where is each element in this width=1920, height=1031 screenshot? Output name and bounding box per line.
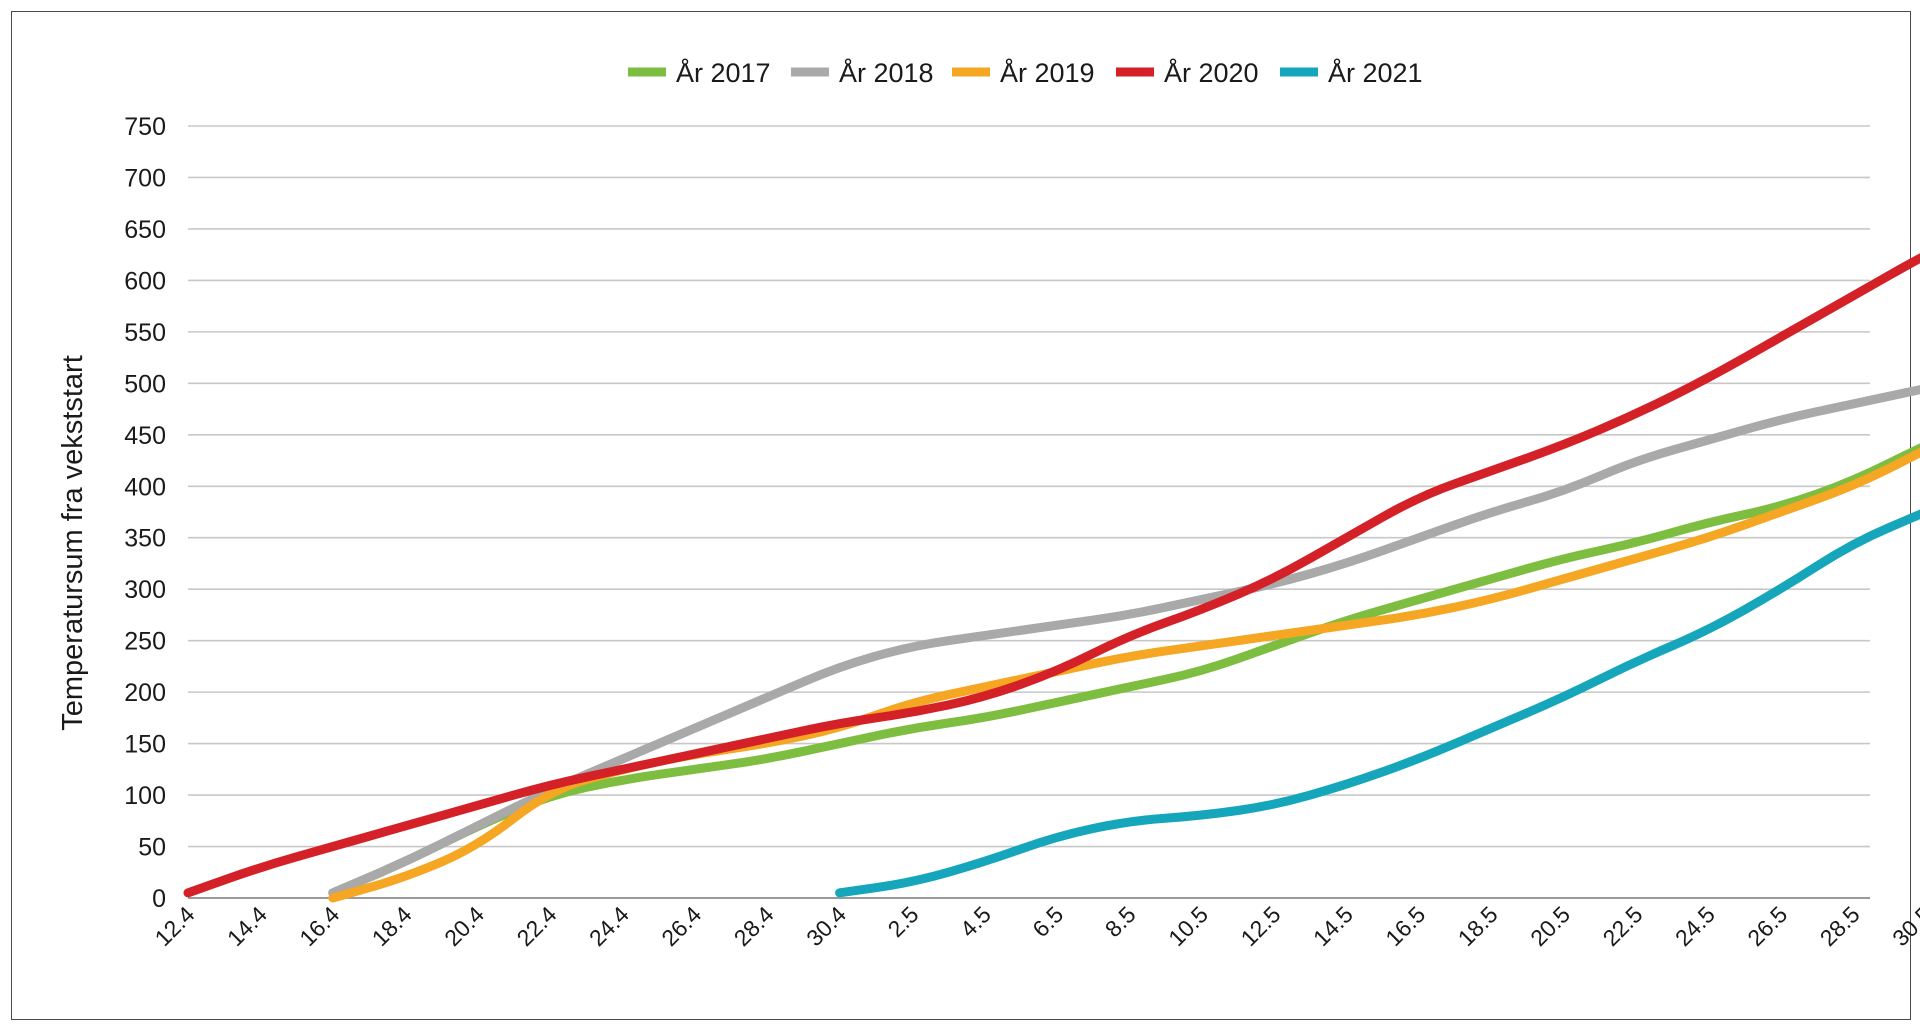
y-tick-label: 500 xyxy=(124,370,166,398)
y-tick-label: 750 xyxy=(124,113,166,141)
y-tick-label: 150 xyxy=(124,731,166,759)
y-tick-label: 450 xyxy=(124,422,166,450)
x-tick-label: 16.4 xyxy=(294,901,344,951)
y-tick-labels: 0 50 100 150 200 250 300 350 400 450 500 550 600 650 7… xyxy=(124,113,166,913)
x-tick-label: 22.5 xyxy=(1597,901,1647,951)
x-tick-label: 18.4 xyxy=(367,901,417,951)
x-tick-label: 28.5 xyxy=(1815,901,1865,951)
series-line-år-2018 xyxy=(328,385,1920,898)
series-line-år-2017 xyxy=(328,443,1920,898)
x-tick-label: 14.4 xyxy=(222,901,272,951)
x-tick-label: 18.5 xyxy=(1453,901,1503,951)
x-tick-labels: 12.4 14.4 16.4 18.4 20.4 22.4 24.4 26.4 28.4 30.4… xyxy=(149,901,1920,951)
y-tick-label: 0 xyxy=(152,885,166,913)
x-tick-label: 4.5 xyxy=(955,901,996,942)
x-tick-label: 16.5 xyxy=(1380,901,1430,951)
y-tick-label: 350 xyxy=(124,525,166,553)
legend-label: År 2021 xyxy=(1328,57,1423,88)
x-tick-label: 24.4 xyxy=(584,901,634,951)
y-tick-label: 650 xyxy=(124,216,166,244)
x-tick-label: 2.5 xyxy=(883,901,924,942)
legend-label: År 2019 xyxy=(1000,57,1095,88)
series-line-år-2021 xyxy=(835,509,1920,898)
y-tick-label: 50 xyxy=(138,834,166,862)
y-tick-label: 550 xyxy=(124,319,166,347)
x-tick-label: 26.4 xyxy=(656,901,706,951)
y-tick-label: 400 xyxy=(124,473,166,501)
y-tick-label: 700 xyxy=(124,164,166,192)
x-tick-label: 14.5 xyxy=(1308,901,1358,951)
y-axis-label: Temperatursum fra vekststart xyxy=(57,355,89,731)
series-line-år-2020 xyxy=(183,253,1920,898)
gridlines xyxy=(188,125,1870,899)
x-tick-label: 6.5 xyxy=(1027,901,1068,942)
series-lines xyxy=(183,253,1920,903)
legend-label: År 2018 xyxy=(839,57,934,88)
x-tick-label: 22.4 xyxy=(511,901,561,951)
x-tick-label: 12.5 xyxy=(1235,901,1285,951)
legend-label: År 2020 xyxy=(1164,57,1259,88)
x-tick-label: 8.5 xyxy=(1100,901,1141,942)
x-tick-label: 30.4 xyxy=(801,901,851,951)
x-tick-label: 30.5 xyxy=(1887,901,1920,951)
y-tick-label: 100 xyxy=(124,782,166,810)
x-tick-label: 10.5 xyxy=(1163,901,1213,951)
y-tick-label: 300 xyxy=(124,576,166,604)
x-tick-label: 28.4 xyxy=(729,901,779,951)
x-tick-label: 24.5 xyxy=(1670,901,1720,951)
y-tick-label: 250 xyxy=(124,628,166,656)
x-tick-label: 20.5 xyxy=(1525,901,1575,951)
y-tick-label: 600 xyxy=(124,267,166,295)
legend-label: År 2017 xyxy=(676,57,771,88)
x-tick-label: 20.4 xyxy=(439,901,489,951)
y-tick-label: 200 xyxy=(124,679,166,707)
x-tick-label: 26.5 xyxy=(1742,901,1792,951)
legend: År 2017 År 2018 År 2019 År 2020 År 2021 xyxy=(628,57,1423,88)
